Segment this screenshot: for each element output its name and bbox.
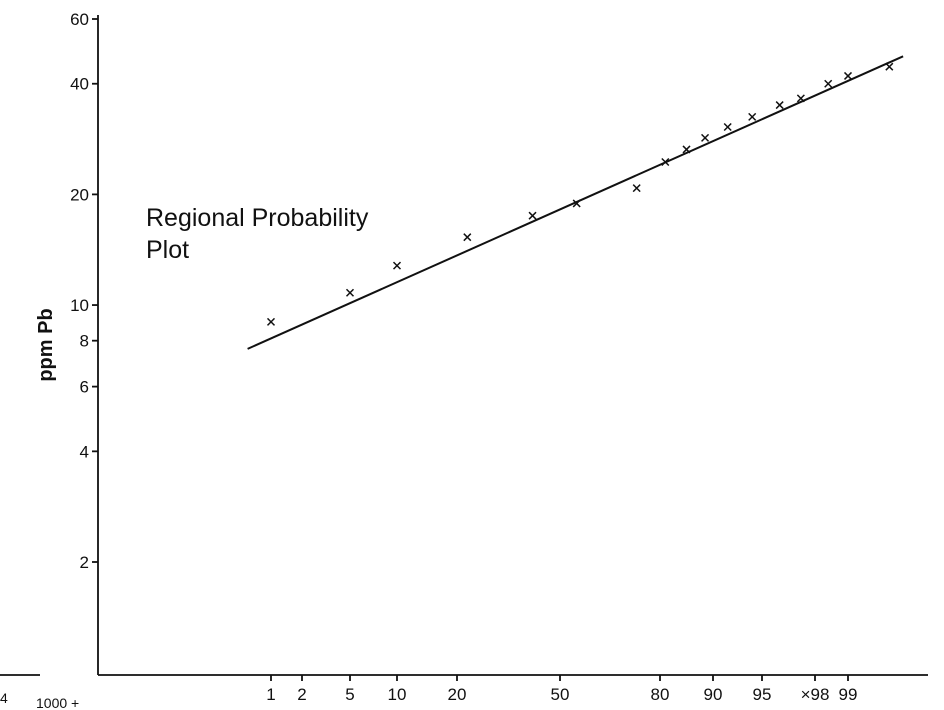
data-point-4-stroke-b <box>528 211 537 220</box>
y-tick-label-60: 60 <box>70 10 89 29</box>
data-point-11-stroke-b <box>748 112 757 121</box>
x-tick-label-98: ×98 <box>801 685 830 704</box>
x-tick-label-90: 90 <box>704 685 723 704</box>
data-point-1 <box>345 288 355 297</box>
bottom-left-fragment: 1000 + <box>36 695 79 710</box>
corner-fragment: 4 <box>0 690 8 706</box>
data-point-0 <box>266 317 276 326</box>
data-point-13 <box>796 94 805 103</box>
data-point-15-stroke-b <box>843 71 853 80</box>
data-point-3 <box>463 233 472 242</box>
data-point-2 <box>392 261 402 270</box>
x-tick-label-10: 10 <box>388 685 407 704</box>
data-point-2-stroke-b <box>392 261 402 270</box>
data-point-5 <box>572 199 581 208</box>
data-point-6-stroke-b <box>632 184 641 193</box>
x-tick-label-95: 95 <box>753 685 772 704</box>
data-point-10-stroke-b <box>723 122 732 132</box>
y-ticks: 60 40 20 10 8 6 4 2 <box>70 10 98 572</box>
data-point-7-stroke-b <box>661 157 670 167</box>
data-point-11 <box>748 112 757 121</box>
x-tick-label-99: 99 <box>839 685 858 704</box>
data-point-16 <box>885 62 894 71</box>
data-point-6 <box>632 184 641 193</box>
x-tick-label-80: 80 <box>651 685 670 704</box>
data-point-8 <box>682 145 691 154</box>
x-tick-label-5: 5 <box>345 685 354 704</box>
y-tick-label-40: 40 <box>70 75 89 94</box>
y-tick-label-10: 10 <box>70 296 89 315</box>
chart-title-line-2: Plot <box>146 236 189 264</box>
x-tick-label-50: 50 <box>551 685 570 704</box>
y-tick-label-6: 6 <box>80 378 89 397</box>
data-point-4 <box>528 211 537 220</box>
data-point-3-stroke-b <box>463 233 472 242</box>
data-point-5-stroke-b <box>572 199 581 208</box>
data-point-14-stroke-b <box>824 79 833 88</box>
y-axis-label: ppm Pb <box>35 308 57 381</box>
data-point-8-stroke-b <box>682 145 691 154</box>
data-point-9-stroke-b <box>701 133 710 142</box>
data-point-12-stroke-b <box>775 101 784 110</box>
data-point-9 <box>701 133 710 142</box>
data-points <box>266 62 894 326</box>
y-tick-label-4: 4 <box>80 442 89 461</box>
data-point-15 <box>843 71 853 80</box>
data-point-14 <box>824 79 833 88</box>
x-ticks: 1 2 5 10 20 50 80 90 95 ×98 99 <box>266 675 857 704</box>
data-point-7 <box>661 157 670 167</box>
chart-title-line-1: Regional Probability <box>146 204 369 232</box>
x-tick-label-1: 1 <box>266 685 275 704</box>
y-tick-label-8: 8 <box>80 332 89 351</box>
data-point-12 <box>775 101 784 110</box>
data-point-1-stroke-b <box>345 288 355 297</box>
x-tick-label-2: 2 <box>297 685 306 704</box>
y-tick-label-20: 20 <box>70 185 89 204</box>
data-point-10 <box>723 122 732 132</box>
y-tick-label-2: 2 <box>80 553 89 572</box>
x-tick-label-20: 20 <box>448 685 467 704</box>
data-point-13-stroke-b <box>796 94 805 103</box>
data-point-0-stroke-b <box>266 317 276 326</box>
data-point-16-stroke-b <box>885 62 894 71</box>
